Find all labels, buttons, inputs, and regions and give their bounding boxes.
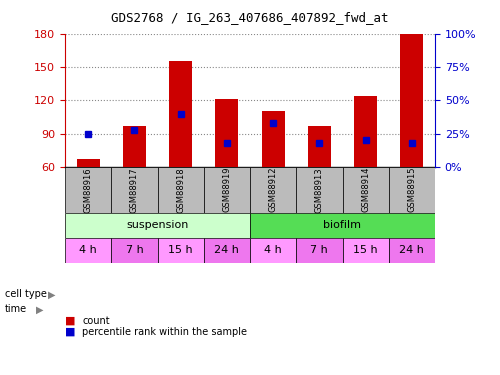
Text: cell type: cell type	[5, 290, 47, 299]
Bar	[111, 167, 158, 213]
Text: GSM88915: GSM88915	[408, 167, 416, 213]
Bar	[216, 99, 238, 167]
Text: GSM88917: GSM88917	[130, 167, 139, 213]
Text: 15 h: 15 h	[168, 245, 193, 255]
Text: ▶: ▶	[36, 304, 44, 314]
Text: 15 h: 15 h	[354, 245, 378, 255]
Text: 7 h: 7 h	[126, 245, 144, 255]
Bar	[65, 213, 250, 237]
Text: GSM88918: GSM88918	[176, 167, 185, 213]
Bar	[65, 237, 111, 262]
Bar	[308, 126, 331, 167]
Bar	[158, 237, 204, 262]
Text: GSM88912: GSM88912	[268, 167, 278, 213]
Bar	[342, 167, 389, 213]
Text: 24 h: 24 h	[400, 245, 424, 255]
Bar	[158, 167, 204, 213]
Text: 7 h: 7 h	[310, 245, 328, 255]
Text: percentile rank within the sample: percentile rank within the sample	[82, 327, 247, 337]
Bar	[400, 34, 423, 167]
Bar	[250, 167, 296, 213]
Text: ■: ■	[65, 316, 76, 326]
Bar	[123, 126, 146, 167]
Bar	[250, 213, 435, 237]
Bar	[389, 237, 435, 262]
Text: biofilm: biofilm	[324, 220, 362, 230]
Text: ■: ■	[65, 327, 76, 337]
Text: 4 h: 4 h	[79, 245, 97, 255]
Bar	[76, 159, 100, 167]
Bar	[111, 237, 158, 262]
Text: count: count	[82, 316, 110, 326]
Bar	[262, 111, 284, 167]
Text: ▶: ▶	[48, 290, 55, 299]
Text: GSM88914: GSM88914	[361, 167, 370, 213]
Text: GSM88916: GSM88916	[84, 167, 92, 213]
Text: suspension: suspension	[126, 220, 188, 230]
Text: 4 h: 4 h	[264, 245, 282, 255]
Bar	[354, 96, 377, 167]
Bar	[204, 167, 250, 213]
Bar	[342, 237, 389, 262]
Bar	[296, 237, 343, 262]
Text: GSM88919: GSM88919	[222, 167, 232, 213]
Text: time: time	[5, 304, 27, 314]
Text: GSM88913: GSM88913	[315, 167, 324, 213]
Bar	[204, 237, 250, 262]
Bar	[389, 167, 435, 213]
Bar	[296, 167, 343, 213]
Bar	[169, 62, 192, 167]
Text: 24 h: 24 h	[214, 245, 240, 255]
Text: GDS2768 / IG_263_407686_407892_fwd_at: GDS2768 / IG_263_407686_407892_fwd_at	[111, 11, 389, 24]
Bar	[250, 237, 296, 262]
Bar	[65, 167, 111, 213]
